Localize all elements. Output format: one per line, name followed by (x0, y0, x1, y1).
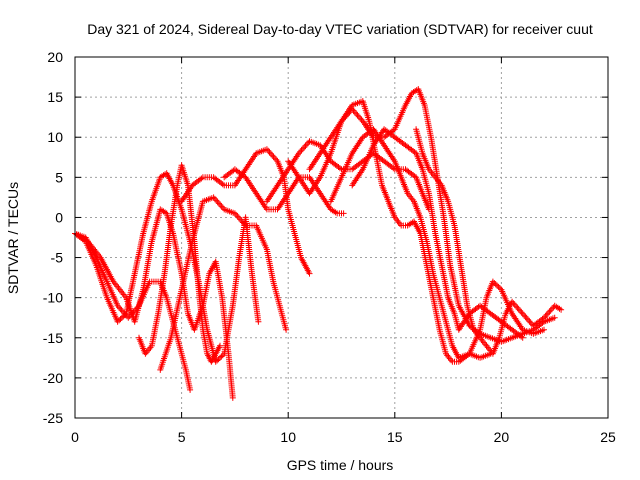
series-track-13 (413, 126, 565, 357)
y-tick-label: -15 (43, 330, 63, 346)
series-markers (349, 126, 526, 341)
y-tick-label: 20 (47, 49, 63, 65)
x-tick-label: 5 (178, 429, 186, 445)
axes: 0 5 10 15 20 25 -25 -20 -15 -10 -5 0 5 10 15 20 (43, 49, 616, 445)
y-tick-label: -25 (43, 410, 63, 426)
x-tick-label: 0 (71, 429, 79, 445)
y-tick-label: -10 (43, 290, 63, 306)
plot-frame (74, 56, 609, 419)
data-series (72, 86, 565, 401)
series-track-5 (157, 194, 290, 373)
series-markers (221, 166, 347, 217)
series-markers (72, 206, 236, 401)
x-tick-label: 10 (280, 429, 296, 445)
x-tick-label: 25 (600, 429, 616, 445)
series-track-12 (349, 126, 526, 341)
chart-title: Day 321 of 2024, Sidereal Day-to-day VTE… (87, 21, 593, 37)
y-tick-label: 15 (47, 89, 63, 105)
y-tick-label: -5 (51, 250, 64, 266)
series-track-9 (285, 98, 494, 365)
series-markers (263, 138, 432, 213)
series-track-8 (263, 138, 432, 213)
y-axis-label: SDTVAR / TECUs (5, 182, 21, 294)
y-tick-label: 5 (55, 169, 63, 185)
series-markers (157, 194, 290, 373)
series-track-7 (221, 166, 347, 217)
x-tick-label: 20 (494, 429, 510, 445)
series-markers (413, 126, 565, 357)
y-tick-label: 0 (55, 209, 63, 225)
y-tick-label: 10 (47, 129, 63, 145)
y-tick-label: -20 (43, 370, 63, 386)
x-axis-label: GPS time / hours (287, 457, 394, 473)
series-track-2 (72, 206, 236, 401)
x-tick-label: 15 (387, 429, 403, 445)
series-markers (285, 98, 494, 365)
